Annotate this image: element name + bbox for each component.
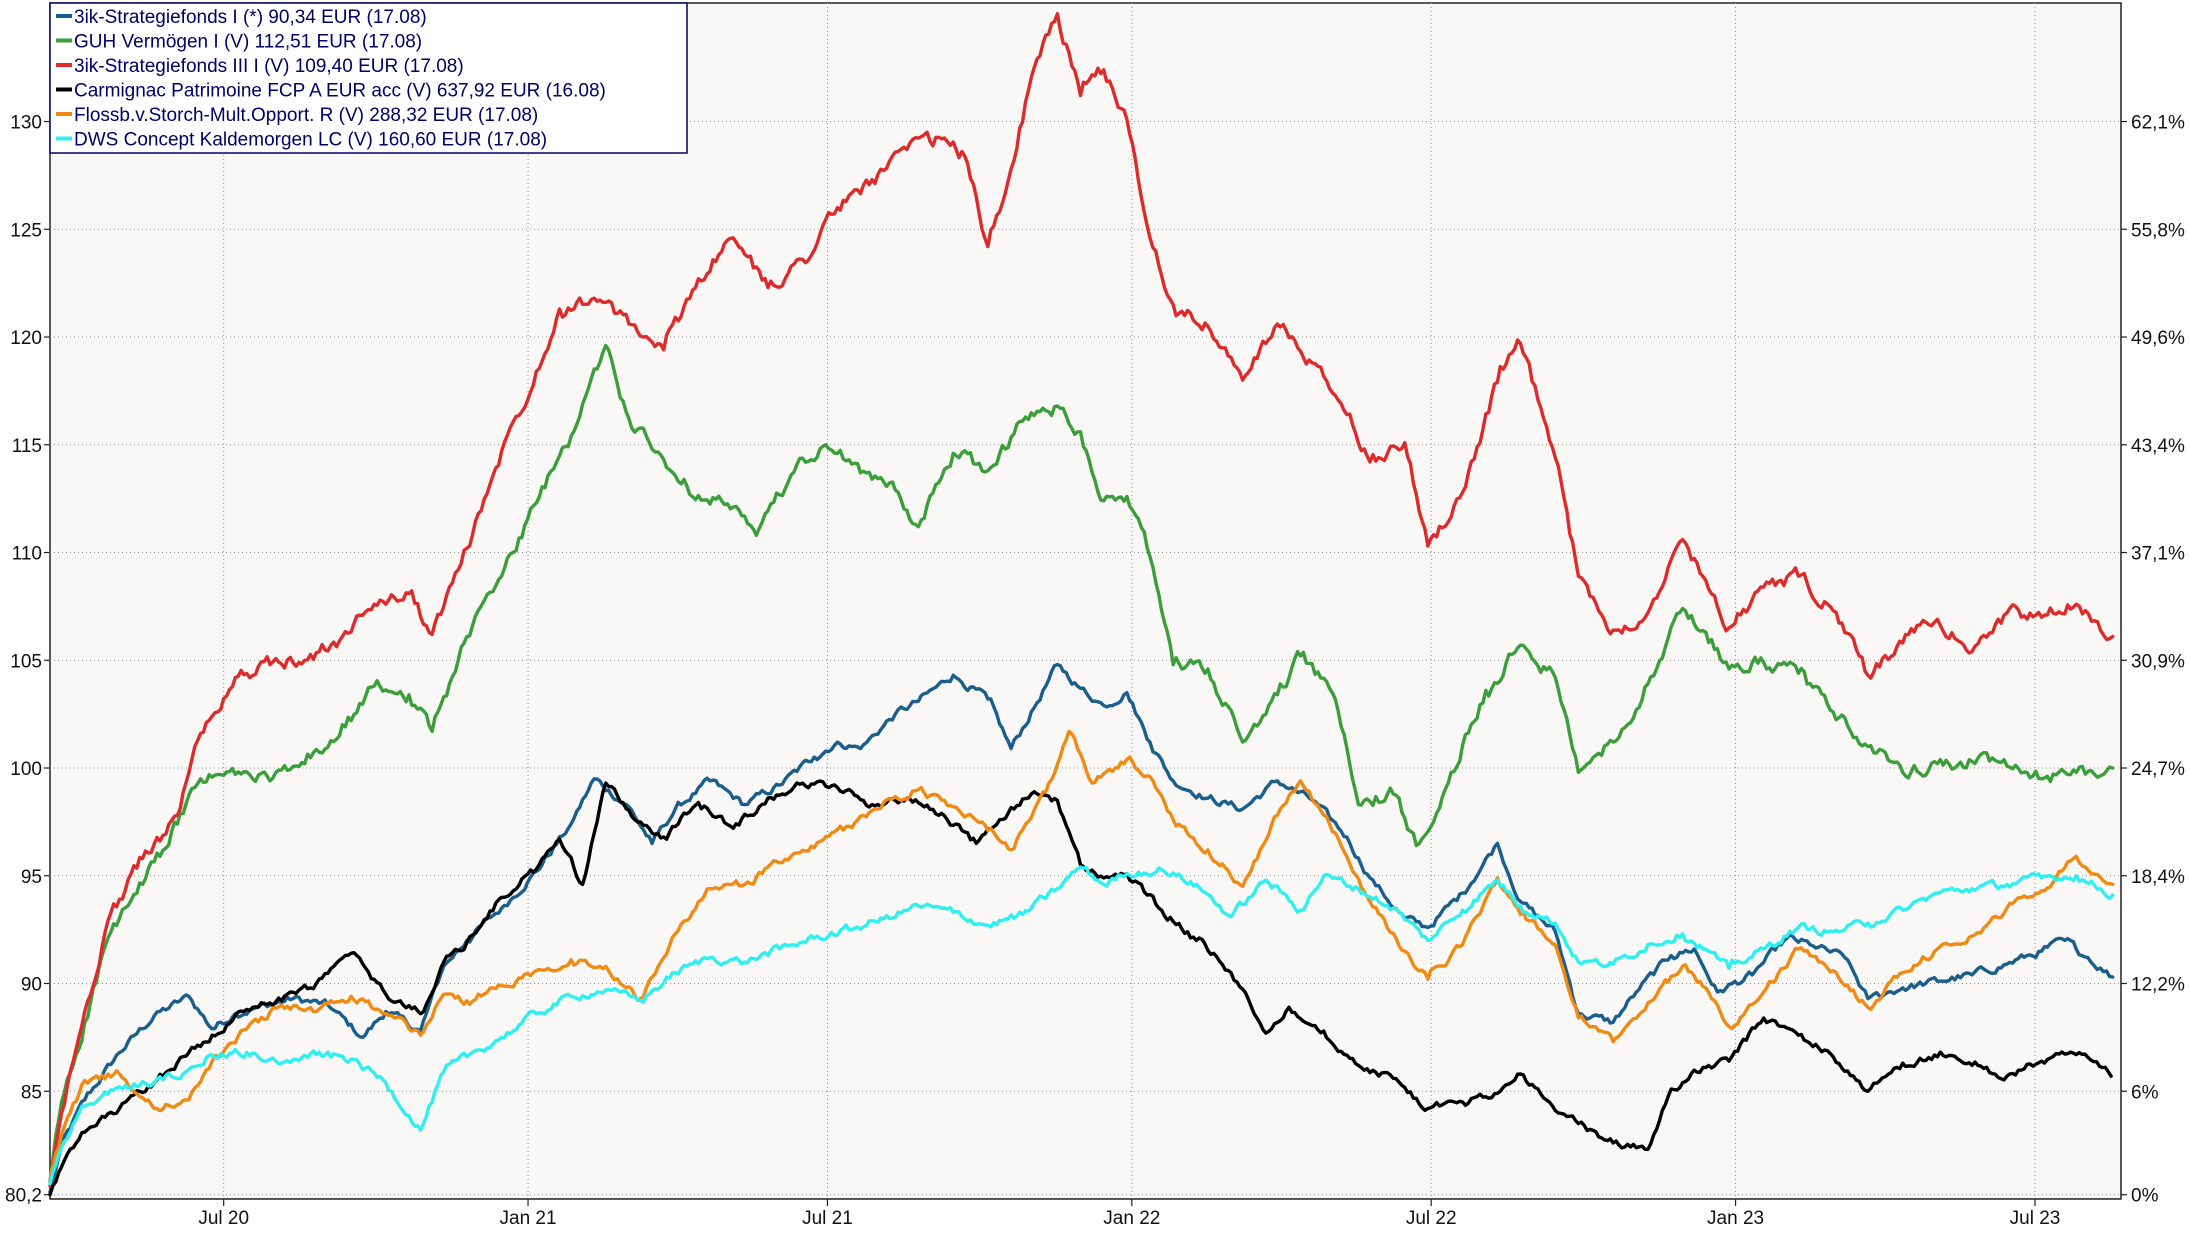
y-right-tick-label: 43,4%: [2131, 436, 2185, 457]
y-left-tick-label: 130: [10, 113, 42, 134]
x-tick-label: Jan 23: [1707, 1208, 1764, 1229]
x-tick-label: Jan 22: [1103, 1208, 1160, 1229]
y-left-tick-label: 90: [21, 975, 42, 996]
axes: 80,2 85 90 95 100 105 110 115 120 125 130 0% 6% 12,2%…: [5, 113, 2185, 1229]
x-tick-label: Jul 22: [1406, 1208, 1457, 1229]
legend-entry: Carmignac Patrimoine FCP A EUR acc (V) 6…: [74, 81, 606, 102]
series-line: [48, 865, 2115, 1186]
series-line: [48, 662, 2115, 1195]
y-right-tick-label: 18,4%: [2131, 867, 2185, 888]
x-tick-label: Jul 21: [802, 1208, 853, 1229]
series-line: [48, 729, 2115, 1182]
plot-area: [49, 2, 2122, 1200]
x-tick-label: Jul 20: [198, 1208, 249, 1229]
y-left-tick-label: 115: [12, 436, 42, 457]
y-right-tick-label: 55,8%: [2131, 220, 2185, 241]
y-left-tick-label: 80,2: [5, 1186, 42, 1207]
x-tick-label: Jan 21: [500, 1208, 557, 1229]
y-left-tick-label: 105: [10, 651, 42, 672]
legend-entry: DWS Concept Kaldemorgen LC (V) 160,60 EU…: [74, 130, 547, 151]
legend-entry: GUH Vermögen I (V) 112,51 EUR (17.08): [74, 32, 422, 53]
y-left-tick-label: 125: [10, 220, 42, 241]
legend-entry: 3ik-Strategiefonds III I (V) 109,40 EUR …: [74, 56, 464, 77]
y-right-tick-label: 0%: [2131, 1186, 2159, 1207]
y-left-tick-label: 120: [10, 328, 42, 349]
series-line: [48, 779, 2113, 1197]
legend: 3ik-Strategiefonds I (*) 90,34 EUR (17.0…: [49, 2, 688, 154]
y-left-tick-label: 95: [21, 867, 42, 888]
y-left-tick-label: 85: [21, 1082, 42, 1103]
y-right-tick-label: 24,7%: [2131, 759, 2185, 780]
legend-entry: Flossb.v.Storch-Mult.Opport. R (V) 288,3…: [74, 105, 538, 126]
y-right-tick-label: 62,1%: [2131, 113, 2185, 134]
y-right-tick-label: 49,6%: [2131, 328, 2185, 349]
y-right-tick-label: 6%: [2131, 1082, 2159, 1103]
y-left-tick-label: 110: [12, 544, 42, 565]
y-right-tick-label: 30,9%: [2131, 651, 2185, 672]
series-line: [48, 343, 2115, 1184]
series-lines: [48, 12, 2115, 1197]
legend-entry: 3ik-Strategiefonds I (*) 90,34 EUR (17.0…: [74, 7, 427, 28]
y-left-tick-label: 100: [10, 759, 42, 780]
series-line: [48, 12, 2115, 1188]
grid: [50, 3, 2121, 1199]
y-right-tick-label: 12,2%: [2131, 975, 2185, 996]
x-tick-label: Jul 23: [2010, 1208, 2061, 1229]
legend-box: [49, 2, 688, 154]
y-right-tick-label: 37,1%: [2131, 544, 2185, 565]
